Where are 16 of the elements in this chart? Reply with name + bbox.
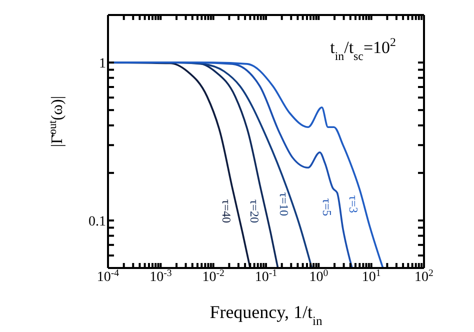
x-tick-label: 10$^{0}$: [309, 268, 328, 285]
y-tick-label: 0.1: [88, 214, 106, 230]
y-tick-label: 1: [99, 56, 106, 72]
x-tick-label: 10$^{1}$: [362, 268, 381, 285]
x-tick-label: 10$^{-2}$: [202, 268, 225, 285]
text: τ=10: [276, 192, 291, 216]
x-tick-label: 10$^{2}$: [414, 268, 434, 285]
annotation: t$_{in}$/t$_{sc}$=10$^{2}$: [330, 35, 396, 63]
text: τ=3: [346, 195, 361, 213]
text: τ=40: [220, 199, 234, 224]
x-tick-label: 10$^{-1}$: [254, 268, 278, 285]
text: τ=5: [320, 198, 334, 216]
x-tick-label: 10$^{-3}$: [150, 268, 172, 285]
x-axis-title: Frequency, 1/t$_{in}$: [210, 302, 324, 328]
text: τ=20: [248, 199, 262, 224]
x-tick-label: 10$^{-4}$: [96, 268, 120, 285]
